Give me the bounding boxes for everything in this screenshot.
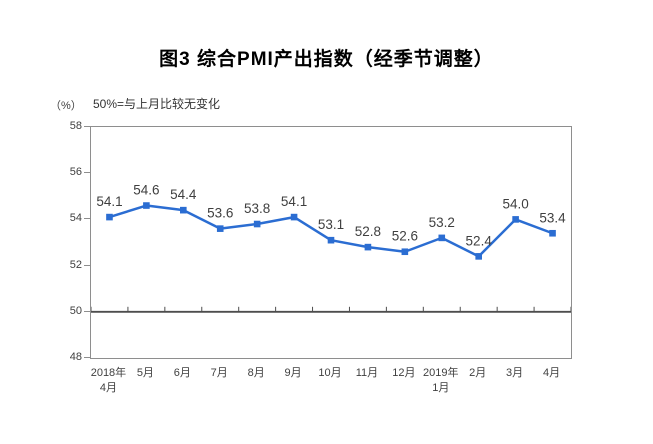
y-axis-tick [84,218,90,219]
y-axis-tick [84,265,90,266]
x-axis-tick-label: 5月 [136,367,154,379]
data-point-label: 52.6 [392,229,418,244]
data-point-marker [327,236,335,244]
pmi-line-chart: 54.1 54.6 54.4 53.6 53.8 54.1 53.1 52.8 52.6 53.2… [91,183,571,313]
data-point-label: 52.4 [466,233,493,248]
x-axis-tick-label: 3月 [506,367,524,379]
y-axis-tick-label: 54 [69,212,82,225]
data-point-marker [180,206,187,214]
x-axis-tick-label: 2018年 4月 [90,367,127,394]
y-axis-tick-label: 50 [69,304,82,317]
data-point-label: 53.4 [539,210,566,225]
reference-note: 50%=与上月比较无变化 [93,97,221,111]
data-point-marker [475,253,482,260]
data-point-label: 52.8 [355,224,381,239]
x-axis-tick-label: 8月 [247,367,265,379]
data-point-marker [106,213,113,221]
data-point-label: 54.4 [170,187,197,202]
y-axis-tick-label: 58 [69,120,82,132]
x-axis-tick-label: 11月 [355,367,379,379]
data-point-label: 53.6 [207,206,233,221]
x-axis-tick-label: 10月 [318,367,342,379]
data-point-label: 54.0 [502,196,528,211]
data-point-label: 53.1 [318,217,344,232]
y-axis-tick [84,357,90,358]
data-point-label: 53.8 [244,201,270,216]
data-point-marker [401,248,409,256]
x-axis-tick-label: 7月 [210,367,228,379]
data-point-marker [364,243,372,251]
y-axis-tick-label: 48 [69,351,82,363]
data-point-label: 53.2 [429,215,455,230]
data-point-marker [512,216,519,223]
data-point-marker [549,229,556,237]
x-axis-tick-label: 2019年 1月 [423,367,459,394]
x-axis-tick-label: 4月 [542,367,561,379]
data-point-marker [290,213,298,221]
data-point-label: 54.1 [96,194,122,209]
data-point-label: 54.1 [281,194,307,209]
data-point-marker [143,202,150,209]
data-point-marker [253,220,261,228]
y-axis-tick-label: 52 [69,258,82,271]
data-point-marker [438,234,446,242]
chart-title: 图3 综合PMI产出指数（经季节调整） [159,49,494,70]
y-axis-tick [84,311,90,312]
x-axis-tick-label: 9月 [284,367,302,379]
x-axis-tick-label: 6月 [173,367,191,379]
x-axis-tick-label: 12月 [392,367,416,379]
plot-area: 54.1 54.6 54.4 53.6 53.8 54.1 53.1 52.8 52.6 53.2… [90,126,572,359]
y-axis-tick-label: 56 [69,166,82,179]
y-axis-unit-label: （%） [50,100,82,112]
y-axis-tick [84,126,90,127]
data-point-marker [216,225,224,232]
data-point-label: 54.6 [133,183,159,198]
x-axis-tick-label: 2月 [469,367,487,379]
y-axis-tick [84,172,90,173]
